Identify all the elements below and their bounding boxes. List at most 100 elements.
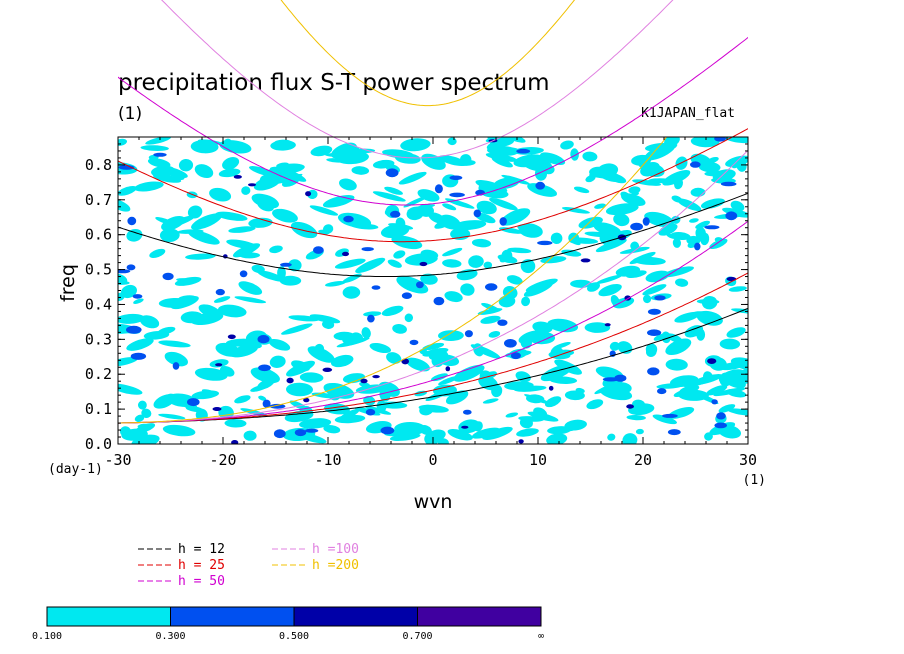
dispersion-curve-lower [118,220,748,424]
heatmap-blob-low [392,324,407,334]
y-tick-label: 0.2 [85,365,112,383]
heatmap-blob-low [661,331,671,344]
heatmap-blob-low [645,343,658,356]
heatmap-blob-mid [126,325,142,334]
heatmap-blob-low [724,137,748,144]
heatmap-blob-low [387,259,402,268]
heatmap-blob-low [342,373,366,384]
heatmap-blob-low [488,331,501,338]
y-tick-label: 0.5 [85,261,112,279]
heatmap-blob-mid [313,246,324,254]
heatmap-blob-low [658,223,678,236]
heatmap-blob-low [605,203,639,216]
heatmap-blob-low [482,398,499,404]
plot-content [118,137,748,444]
heatmap-blob-mid [343,215,354,223]
heatmap-blob-low [268,338,291,351]
heatmap-blob-low [309,314,341,324]
heatmap-blob-low [584,322,611,333]
heatmap-blob-low [456,269,478,281]
heatmap-blob-low [460,154,472,165]
heatmap-blob-low [727,408,748,416]
heatmap-blob-low [476,200,497,215]
legend-label: h = 12 [178,542,225,557]
heatmap-blob-low [573,186,590,194]
heatmap-blob-low [675,278,689,287]
heatmap-blob-low [709,422,736,436]
heatmap-blob-mid [535,181,545,190]
heatmap-blob-low [355,257,386,274]
x-tick-label: 10 [529,451,547,469]
heatmap-blob-mid [118,165,135,170]
heatmap-blob-low [444,291,463,303]
heatmap-blob-low [445,390,469,405]
heatmap-blob-mid [127,216,137,226]
heatmap-blob-mid [642,217,650,226]
heatmap-blob-low [118,199,131,212]
heatmap-blob-low [473,421,483,432]
dispersion-curve-lower [118,272,748,424]
heatmap-blob-mid [305,428,319,433]
heatmap-blob-low [178,158,194,172]
heatmap-blob-low [149,248,166,258]
heatmap-blob-low [453,220,487,231]
heatmap-blob-low [369,342,392,354]
heatmap-blob-low [307,346,335,363]
heatmap-blob-low [424,431,440,444]
dispersion-curves-above [118,0,748,277]
heatmap-blob-low [642,284,667,296]
heatmap-blob-mid [367,314,375,323]
colorbar-label: 0.300 [155,631,185,642]
heatmap-blob-low [222,157,240,170]
chart-subtitle: (1) [118,104,142,124]
y-tick-label: 0.0 [85,435,112,453]
heatmap-blob-low [438,330,464,342]
heatmap-blob-mid [497,319,508,326]
heatmap-blob-mid [449,175,463,181]
heatmap-blob-low [191,213,222,230]
heatmap-blob-low [398,171,427,185]
y-tick-label: 0.1 [85,400,112,418]
heatmap-blob-mid [294,429,307,437]
heatmap-blob-high [212,407,222,411]
heatmap-blob-low [228,226,256,233]
heatmap-blob-low [215,342,240,357]
heatmap-blob-low [728,286,747,292]
heatmap-blob-high [445,366,451,372]
heatmap-blob-low [644,211,675,228]
heatmap-blob-low [118,313,145,324]
y-tick-label: 0.4 [85,295,112,313]
heatmap-blob-low [594,203,606,209]
heatmap-blob-low [322,194,355,208]
heatmap-blob-low [118,357,138,367]
heatmap-blob-mid [704,225,720,230]
heatmap-blob-low [645,270,670,283]
heatmap-blob-low [582,151,598,162]
heatmap-blob-low [361,327,371,339]
heatmap-blob-low [500,208,531,226]
heatmap-blob-mid [130,352,147,360]
heatmap-blob-low [238,281,263,295]
heatmap-blob-mid [162,272,174,281]
heatmap-blob-low [471,238,492,248]
heatmap-blob-mid [434,184,443,194]
heatmap-blobs [118,137,748,444]
heatmap-blob-high [461,425,469,429]
heatmap-blob-low [359,381,371,388]
heatmap-blob-low [159,228,180,243]
heatmap-blob-low [239,252,260,259]
heatmap-blob-low [570,239,581,246]
heatmap-blob-low [187,205,203,219]
heatmap-blob-low [215,211,248,221]
heatmap-blob-low [489,197,518,211]
legend-label: h = 25 [178,558,225,573]
heatmap-blob-low [626,270,647,279]
heatmap-blob-low [194,367,228,381]
colorbar-label: 0.700 [402,631,432,642]
heatmap-blob-low [516,428,539,437]
heatmap-blob-low [384,186,403,195]
x-tick-label: 30 [739,451,757,469]
heatmap-blob-low [613,213,630,227]
heatmap-blob-low [631,154,652,166]
heatmap-blob-low [272,163,305,175]
